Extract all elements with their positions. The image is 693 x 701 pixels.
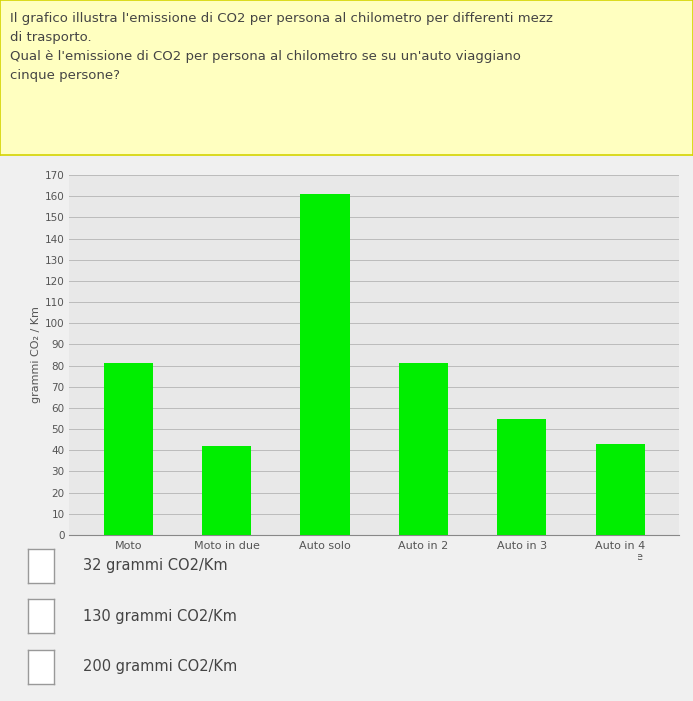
Text: 200 grammi CO2/Km: 200 grammi CO2/Km — [83, 659, 238, 674]
Text: 32 grammi CO2/Km: 32 grammi CO2/Km — [83, 558, 228, 573]
Bar — [104, 364, 153, 535]
Text: Il grafico illustra l'emissione di CO2 per persona al chilometro per differenti : Il grafico illustra l'emissione di CO2 p… — [10, 13, 553, 83]
Bar — [398, 364, 448, 535]
Bar — [202, 446, 252, 535]
Y-axis label: grammi CO₂ / Km: grammi CO₂ / Km — [30, 306, 40, 404]
Text: 130 grammi CO2/Km: 130 grammi CO2/Km — [83, 608, 237, 624]
Bar — [497, 418, 546, 535]
Bar — [595, 444, 644, 535]
Bar — [301, 194, 350, 535]
